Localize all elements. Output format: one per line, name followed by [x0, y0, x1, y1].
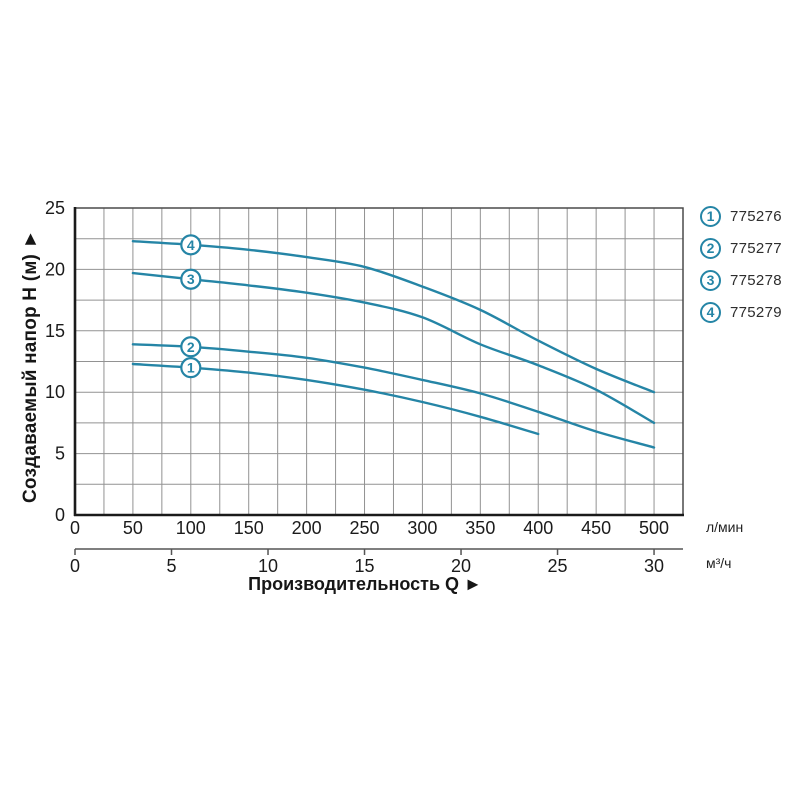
x-tick-label-lpm: 200: [292, 518, 322, 538]
x-tick-label-lpm: 450: [581, 518, 611, 538]
curve-label-number-4: 4: [187, 237, 195, 253]
curve-label-circle-3: [180, 268, 202, 290]
legend-item: 4 775279: [700, 299, 782, 325]
x-tick-label-lpm: 400: [523, 518, 553, 538]
legend-marker-1: 1: [700, 205, 721, 227]
x-tick-label-m3h: 5: [167, 556, 177, 576]
y-tick-label: 25: [45, 198, 65, 218]
y-tick-label: 0: [55, 505, 65, 525]
x-tick-label-m3h: 0: [70, 556, 80, 576]
legend-item: 1 775276: [700, 203, 782, 229]
x-tick-label-m3h: 20: [451, 556, 471, 576]
x-axis-unit-lpm: л/мин: [706, 519, 744, 535]
curve-label-circle-2: [180, 336, 202, 358]
curve-label-number-1: 1: [187, 360, 195, 376]
curve-label-circle-1: [180, 357, 202, 379]
legend: 1 775276 2 775277 3 775278 4 775279: [700, 203, 782, 331]
curve-4: [131, 240, 656, 394]
y-tick-label: 15: [45, 321, 65, 341]
x-tick-label-lpm: 250: [350, 518, 380, 538]
curve-3: [131, 271, 656, 425]
y-axis-title: Создаваемый напор H (м) ►: [20, 229, 41, 503]
x-axis-unit-m3h: м³/ч: [706, 555, 732, 571]
curve-label-number-2: 2: [187, 339, 195, 355]
curve-label-number-3: 3: [187, 271, 195, 287]
x-tick-label-m3h: 30: [644, 556, 664, 576]
y-tick-label: 10: [45, 382, 65, 402]
x-tick-label-lpm: 100: [176, 518, 206, 538]
legend-marker-3: 3: [700, 269, 721, 291]
legend-code-2: 775277: [730, 239, 782, 257]
x-tick-label-lpm: 350: [465, 518, 495, 538]
legend-marker-4: 4: [700, 301, 721, 323]
x-tick-label-lpm: 150: [234, 518, 264, 538]
curve-2: [131, 343, 656, 449]
x-tick-label-m3h: 15: [355, 556, 375, 576]
legend-code-1: 775276: [730, 207, 782, 225]
x-tick-label-lpm: 50: [123, 518, 143, 538]
legend-code-3: 775278: [730, 271, 782, 289]
legend-marker-2: 2: [700, 237, 721, 259]
x-tick-label-lpm: 300: [407, 518, 437, 538]
legend-item: 2 775277: [700, 235, 782, 261]
x-tick-label-lpm: 0: [70, 518, 80, 538]
y-tick-label: 5: [55, 444, 65, 464]
x-tick-label-m3h: 10: [258, 556, 278, 576]
x-tick-label-lpm: 500: [639, 518, 669, 538]
legend-code-4: 775279: [730, 303, 782, 321]
curve-label-circle-4: [180, 234, 202, 256]
x-axis-title: Производительность Q ►: [248, 574, 482, 594]
y-tick-label: 20: [45, 259, 65, 279]
legend-item: 3 775278: [700, 267, 782, 293]
x-tick-label-m3h: 25: [548, 556, 568, 576]
